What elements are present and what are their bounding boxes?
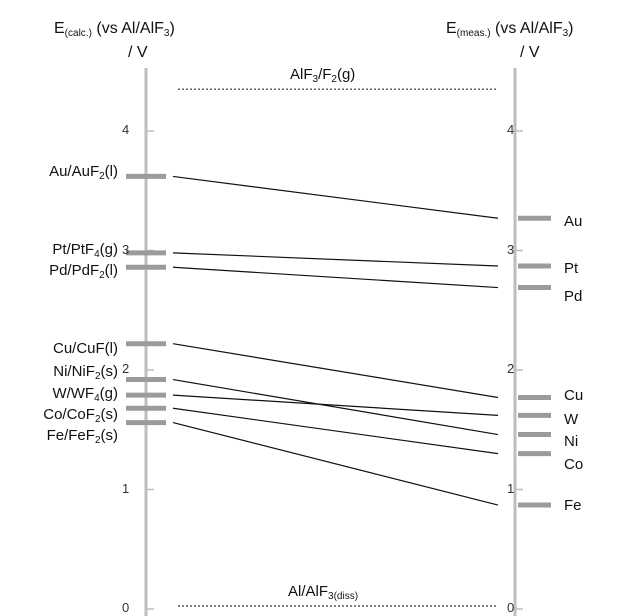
couple-label-au: Au/AuF2(l) [49,163,118,182]
correlation-line-co [172,407,499,455]
metal-label-pd: Pd [564,288,583,305]
metal-label-pt: Pt [564,260,579,277]
metal-label-w: W [564,411,579,428]
correlation-line-w [172,394,499,417]
left-tick-label: 1 [122,480,130,496]
right-tick-label: 4 [507,122,515,137]
couple-label-fe: Fe/FeF2(s) [46,427,118,446]
right-tick-label: 3 [507,241,515,257]
right-tick-label: 2 [507,361,515,376]
left-tick-label: 0 [122,600,130,615]
right-axis-title: E(meas.) (vs Al/AlF3) [446,20,574,39]
ref-label-alf3-f2: AlF3/F2(g) [290,66,356,85]
couple-label-pd: Pd/PdF2(l) [49,262,118,281]
right-tick-label: 0 [507,600,515,615]
ref-label-al-alf3-diss: Al/AlF3(diss) [288,583,359,602]
right-tick-label: 1 [507,480,515,496]
couple-label-cu: Cu/CuF(l) [52,340,118,357]
correlation-line-fe [172,421,499,506]
correlation-line-ni [172,378,499,436]
metal-label-fe: Fe [564,497,582,514]
correlation-line-au [172,175,499,219]
correlation-line-pd [172,266,499,289]
couple-label-pt: Pt/PtF4(g) [52,241,118,260]
left-tick-label: 2 [122,361,130,376]
correlation-line-cu [172,343,499,399]
metal-label-co: Co [564,456,584,473]
left-axis-title: E(calc.) (vs Al/AlF3) [54,20,175,39]
couple-label-co: Co/CoF2(s) [43,406,118,425]
metal-label-ni: Ni [564,433,579,450]
metal-label-au: Au [564,213,583,230]
couple-label-ni: Ni/NiF2(s) [53,363,118,382]
left-tick-label: 4 [122,122,130,137]
left-tick-label: 3 [122,241,130,257]
left-axis-unit: / V [128,44,148,61]
right-axis-unit: / V [520,44,540,61]
metal-label-cu: Cu [564,387,584,404]
correlation-line-pt [172,252,499,267]
couple-label-w: W/WF4(g) [52,385,118,404]
